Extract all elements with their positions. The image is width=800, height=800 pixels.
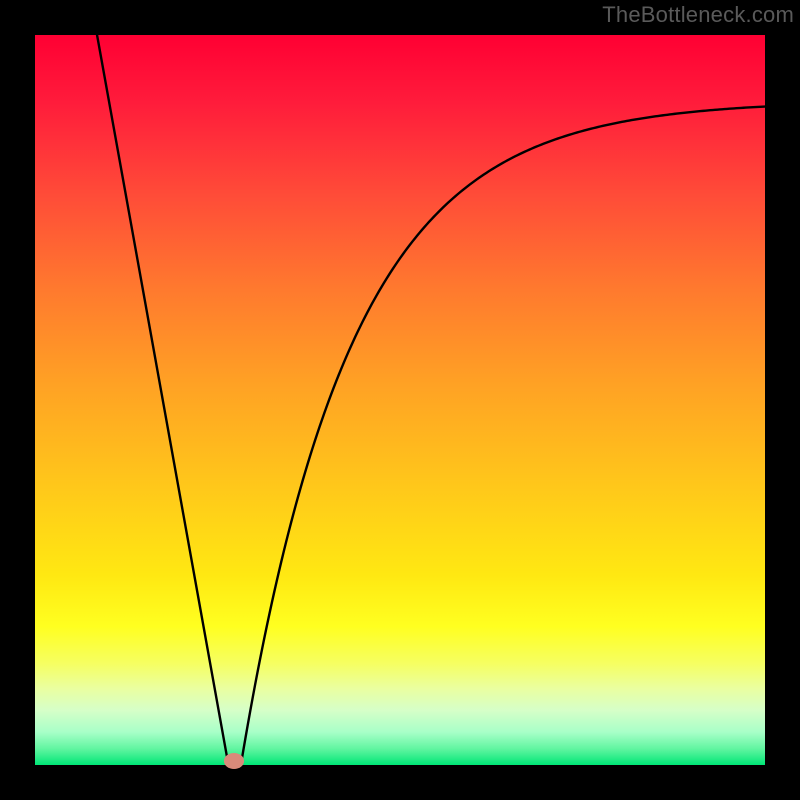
attribution-label: TheBottleneck.com (602, 2, 794, 28)
chart-frame: TheBottleneck.com (0, 0, 800, 800)
plot-area (35, 35, 765, 765)
curve-layer (35, 35, 765, 765)
bottleneck-curve-path (97, 35, 765, 765)
optimum-marker (224, 753, 244, 769)
